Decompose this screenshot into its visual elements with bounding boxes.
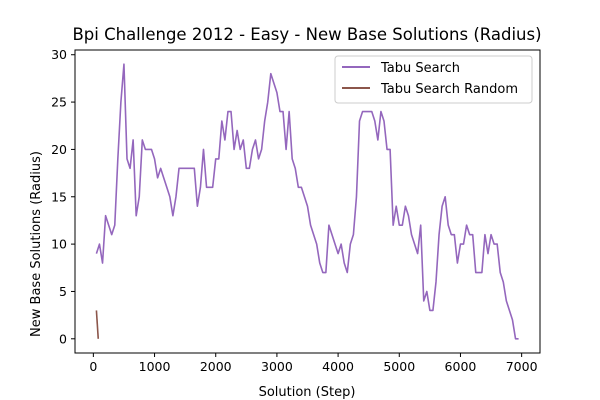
- axes-layer: 0 1000 2000 3000 4000 5000 6000 7000 0 5 10 15 20 25 3…: [51, 47, 541, 374]
- axes-frame: [74, 49, 541, 354]
- x-tick-label: 0: [89, 359, 97, 374]
- y-tick-label: 30: [51, 47, 67, 62]
- legend-label-tabu-search-random: Tabu Search Random: [380, 82, 518, 97]
- x-tick-label: 7000: [506, 359, 538, 374]
- x-tick-label: 1000: [139, 359, 171, 374]
- legend-frame: [334, 55, 533, 104]
- chart-title: Bpi Challenge 2012 - Easy - New Base Sol…: [72, 25, 541, 44]
- y-axis-label: New Base Solutions (Radius): [29, 151, 44, 337]
- x-axis-label: Solution (Step): [259, 385, 356, 400]
- x-tick-label: 5000: [383, 359, 415, 374]
- y-tick-label: 0: [59, 331, 67, 346]
- y-tick-label: 5: [59, 284, 67, 299]
- x-tick-label: 3000: [261, 359, 293, 374]
- y-tick-label: 10: [51, 237, 67, 252]
- y-tick-label: 15: [51, 189, 67, 204]
- x-tick-label: 4000: [322, 359, 354, 374]
- y-tick-label: 25: [51, 95, 67, 110]
- x-tick-label: 6000: [445, 359, 477, 374]
- legend-label-tabu-search: Tabu Search: [380, 61, 460, 76]
- series-layer: [95, 63, 519, 340]
- series-line-tabu-search: [95, 63, 519, 340]
- series-line-tabu-search-random: [95, 310, 100, 339]
- x-tick-label: 2000: [200, 359, 232, 374]
- y-tick-label: 20: [51, 142, 67, 157]
- legend: Tabu Search Tabu Search Random: [334, 55, 533, 104]
